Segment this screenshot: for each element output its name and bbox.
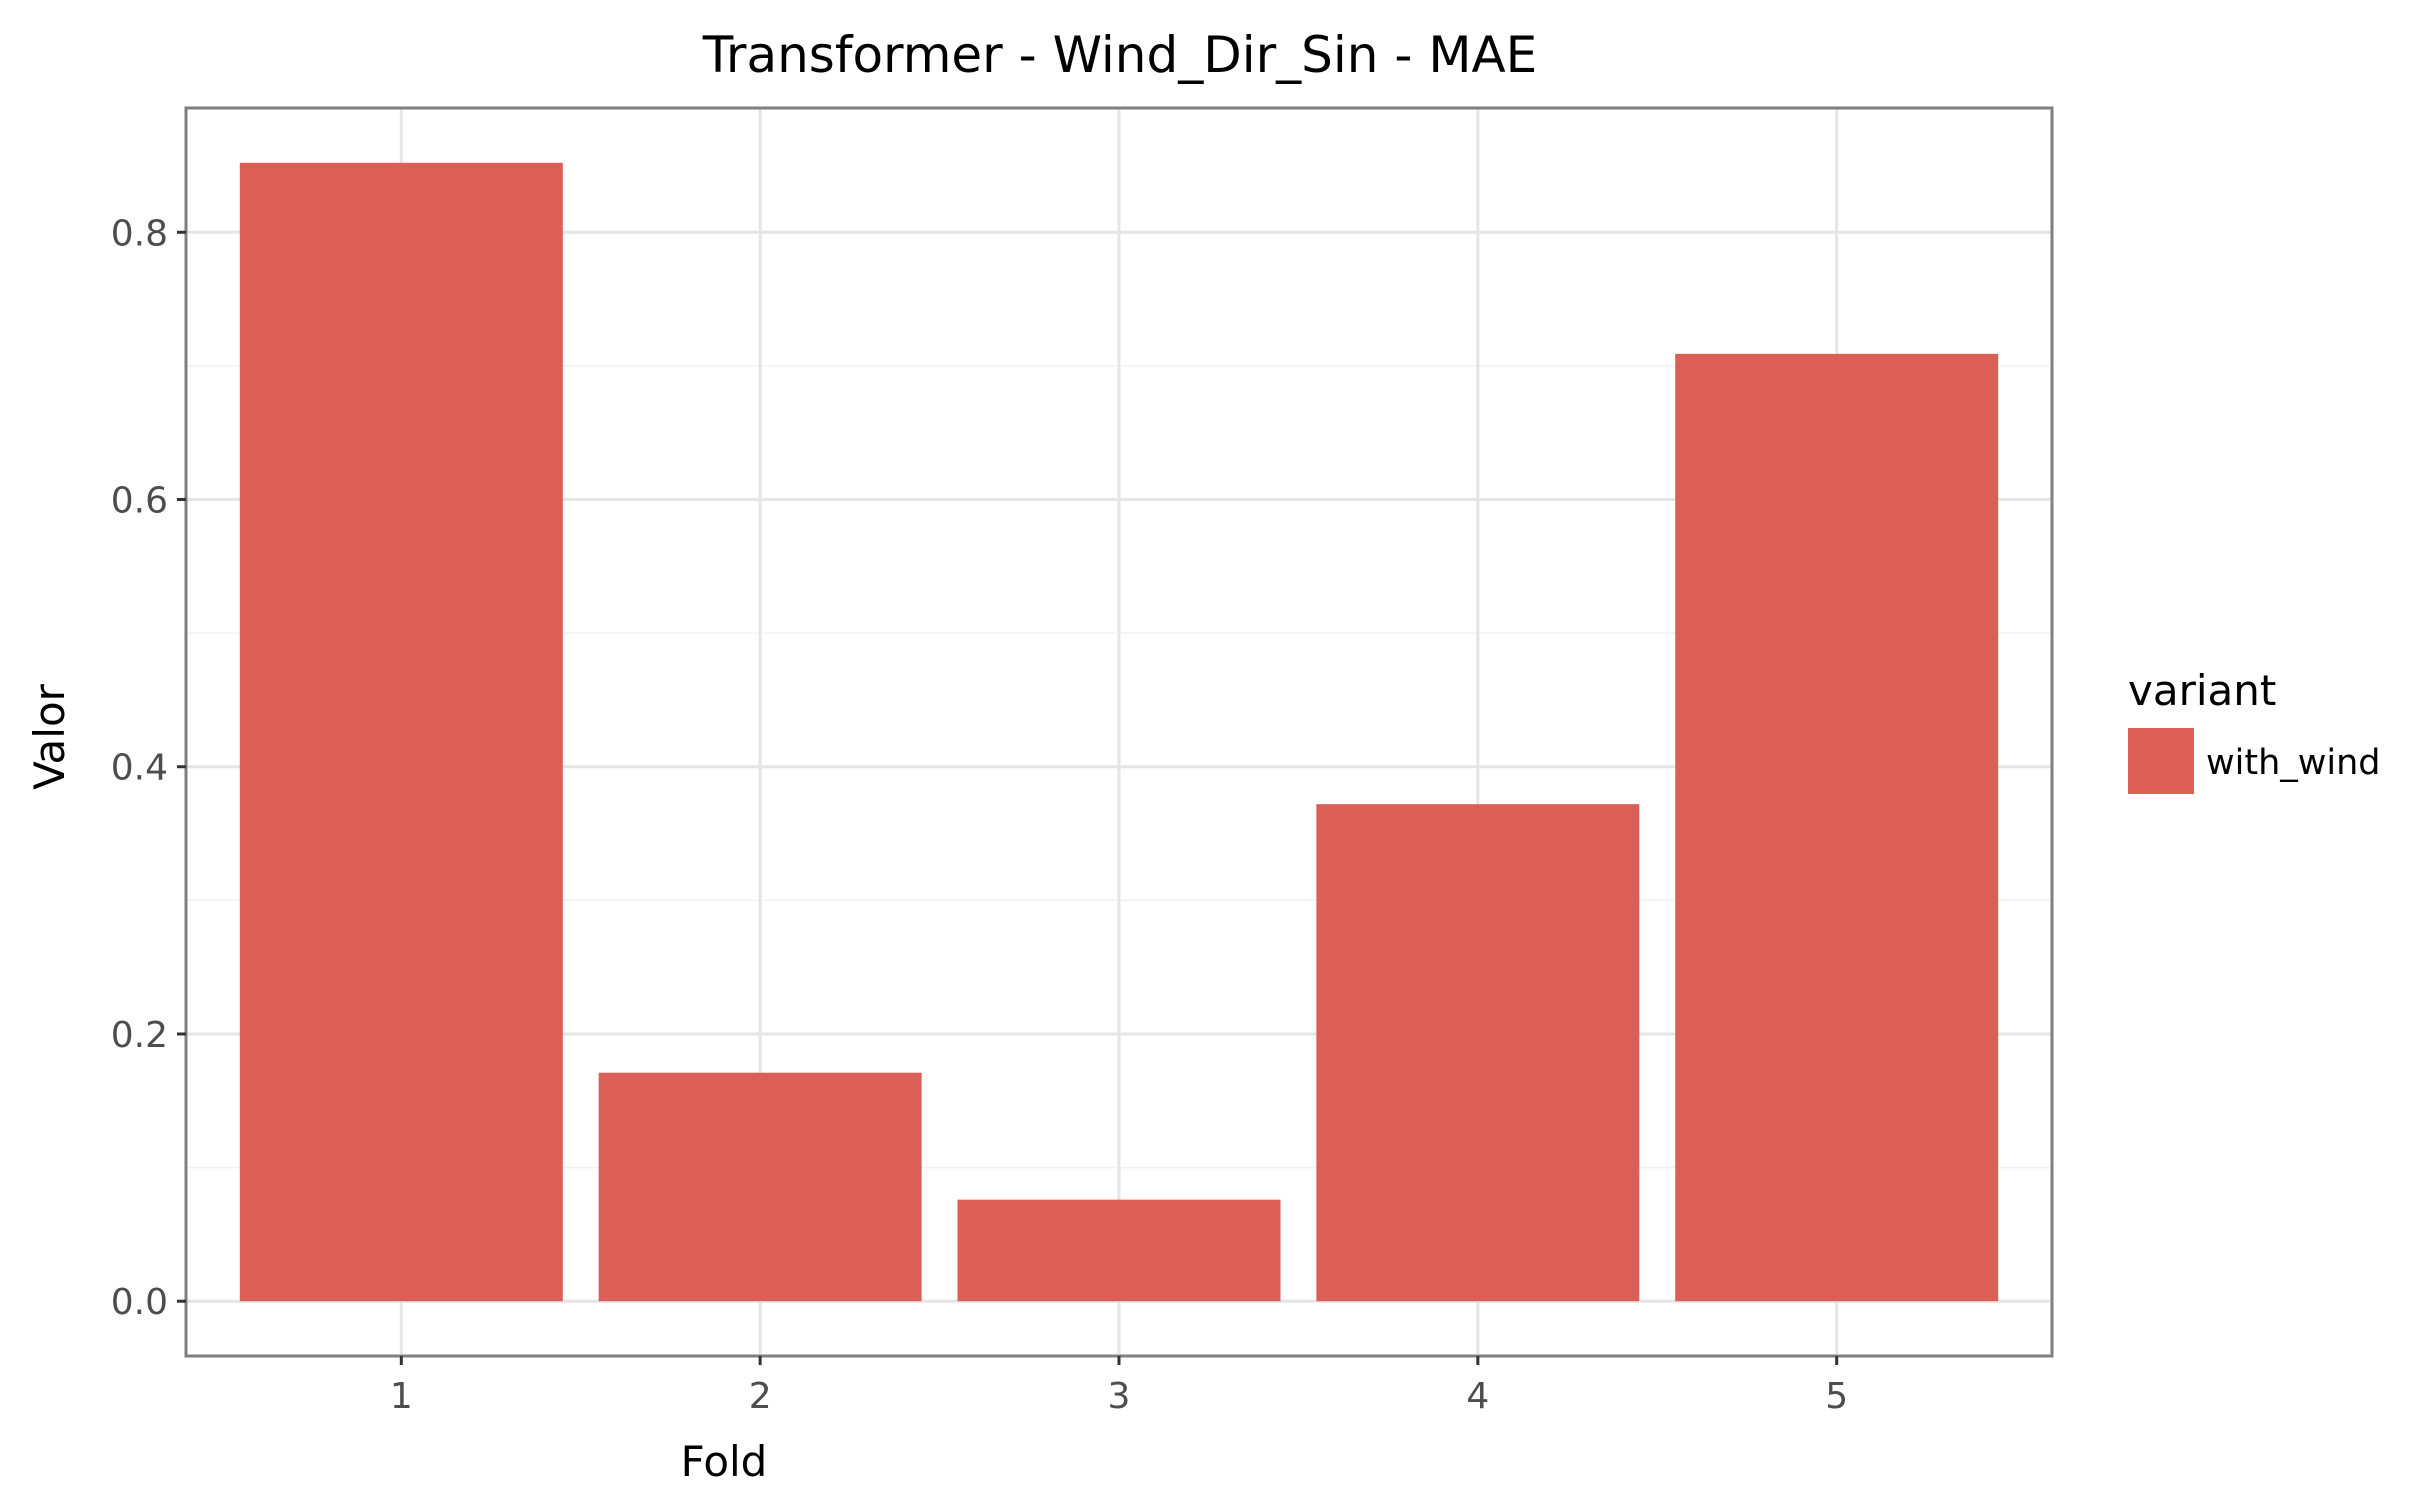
y-tick-label: 0.4 [111, 748, 168, 789]
legend-swatch-with-wind [2128, 728, 2194, 794]
bar-fold-1 [239, 162, 563, 1302]
x-tick-label: 1 [390, 1376, 413, 1417]
y-axis: 0.0 0.2 0.4 0.6 0.8 [111, 213, 186, 1323]
bar-fold-4 [1316, 804, 1640, 1302]
x-tick-label: 3 [1108, 1376, 1131, 1417]
y-tick-label: 0.6 [111, 481, 168, 522]
x-axis-title: Fold [681, 1437, 768, 1486]
legend-label-with-wind: with_wind [2206, 743, 2381, 783]
x-axis: 1 2 3 4 5 [390, 1356, 1848, 1417]
bar-fold-3 [957, 1199, 1281, 1302]
legend: variant with_wind [2128, 666, 2381, 794]
bar-fold-5 [1675, 353, 1999, 1302]
y-tick-label: 0.8 [111, 213, 168, 254]
x-tick-label: 2 [749, 1376, 772, 1417]
bar-fold-2 [598, 1072, 922, 1302]
y-axis-title: Valor [25, 683, 74, 790]
y-tick-label: 0.2 [111, 1015, 168, 1056]
legend-title: variant [2128, 666, 2276, 715]
chart-title: Transformer - Wind_Dir_Sin - MAE [702, 26, 1538, 84]
x-tick-label: 4 [1466, 1376, 1489, 1417]
y-tick-label: 0.0 [111, 1282, 168, 1323]
x-tick-label: 5 [1825, 1376, 1848, 1417]
bars [239, 162, 1999, 1302]
plot-panel [184, 106, 2054, 1358]
